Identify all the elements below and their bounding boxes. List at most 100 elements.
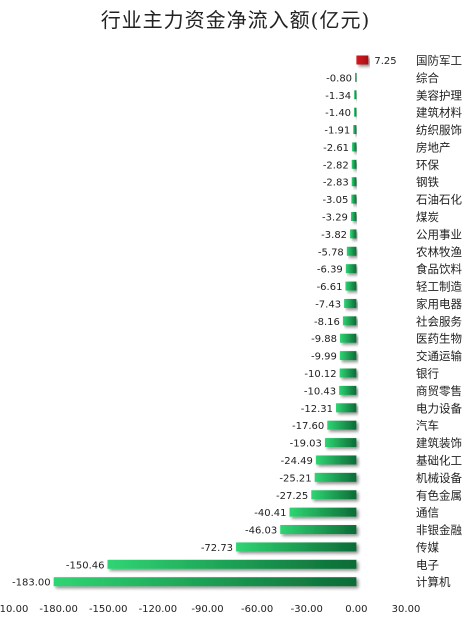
value-label: -24.49 <box>281 456 313 467</box>
value-label: -1.91 <box>324 126 350 137</box>
bar-电子 <box>107 559 357 569</box>
value-label: -2.61 <box>323 143 349 154</box>
bar-综合 <box>355 72 357 82</box>
bar-汽车 <box>327 420 357 430</box>
x-tick-label: -150.00 <box>89 604 128 615</box>
x-tick-label: -30.00 <box>291 604 323 615</box>
bar-房地产 <box>352 142 357 152</box>
value-label: -6.39 <box>317 265 343 276</box>
category-label: 房地产 <box>416 140 451 154</box>
value-label: -9.99 <box>311 352 337 363</box>
category-label: 机械设备 <box>416 471 462 485</box>
bar-机械设备 <box>314 472 357 482</box>
category-label: 建筑装饰 <box>416 436 462 450</box>
bar-社会服务 <box>342 316 357 326</box>
category-label: 医药生物 <box>416 332 462 346</box>
category-label: 建筑材料 <box>416 106 462 120</box>
bar-有色金属 <box>311 490 357 500</box>
value-label: -1.40 <box>325 108 351 119</box>
x-tick-label: -210.00 <box>0 604 28 615</box>
category-label: 汽车 <box>416 419 439 433</box>
value-label: -0.80 <box>326 73 352 84</box>
bar-美容护理 <box>354 90 357 100</box>
bar-轻工制造 <box>345 281 357 291</box>
bar-计算机 <box>53 577 357 587</box>
category-label: 农林牧渔 <box>416 245 462 259</box>
x-tick-label: 0.00 <box>345 604 367 615</box>
category-label: 计算机 <box>416 575 451 589</box>
value-label: -3.05 <box>322 195 348 206</box>
value-label: -25.21 <box>279 473 311 484</box>
category-label: 传媒 <box>416 540 439 554</box>
value-label: -5.78 <box>318 247 344 258</box>
category-label: 社会服务 <box>416 314 462 328</box>
category-label: 美容护理 <box>416 88 462 102</box>
value-label: -3.82 <box>321 230 347 241</box>
bar-传媒 <box>236 542 357 552</box>
x-tick-label: -120.00 <box>139 604 178 615</box>
value-label: -183.00 <box>12 578 51 589</box>
value-label: -6.61 <box>317 282 343 293</box>
category-label: 综合 <box>416 71 439 85</box>
category-label: 家用电器 <box>416 297 462 311</box>
x-tick-label: -90.00 <box>191 604 223 615</box>
bar-商贸零售 <box>339 385 357 395</box>
value-label: -10.43 <box>304 386 336 397</box>
value-label: -2.83 <box>323 178 349 189</box>
value-label: -2.82 <box>323 160 349 171</box>
bar-电力设备 <box>336 403 357 413</box>
value-label: 7.25 <box>374 56 396 67</box>
chart-title: 行业主力资金净流入额(亿元) <box>100 8 371 32</box>
category-label: 国防军工 <box>416 54 462 68</box>
bar-医药生物 <box>340 333 357 343</box>
bar-非银金融 <box>280 525 357 535</box>
value-label: -7.43 <box>315 299 341 310</box>
value-label: -46.03 <box>245 526 277 537</box>
category-label: 交通运输 <box>416 349 462 363</box>
bar-国防军工 <box>356 55 369 65</box>
value-label: -27.25 <box>276 491 308 502</box>
category-label: 环保 <box>416 158 439 172</box>
bar-建筑装饰 <box>324 438 357 448</box>
bar-银行 <box>339 368 357 378</box>
category-label: 煤炭 <box>416 210 439 224</box>
bar-通信 <box>289 507 357 517</box>
category-label: 非银金融 <box>416 523 462 537</box>
category-label: 电力设备 <box>416 401 462 415</box>
category-label: 轻工制造 <box>416 280 462 294</box>
bar-基础化工 <box>315 455 357 465</box>
category-label: 通信 <box>416 506 439 520</box>
value-label: -19.03 <box>290 439 322 450</box>
category-label: 纺织服饰 <box>416 123 462 137</box>
bar-煤炭 <box>350 212 357 222</box>
value-label: -72.73 <box>201 543 233 554</box>
bar-家用电器 <box>344 298 357 308</box>
category-label: 商贸零售 <box>416 384 462 398</box>
value-label: -150.46 <box>66 560 105 571</box>
bar-环保 <box>351 159 357 169</box>
category-label: 公用事业 <box>416 227 462 241</box>
value-label: -8.16 <box>314 317 340 328</box>
value-label: -40.41 <box>254 508 286 519</box>
value-label: -3.29 <box>322 213 348 224</box>
value-label: -12.31 <box>301 404 333 415</box>
bar-钢铁 <box>351 177 357 187</box>
bar-石油石化 <box>351 194 357 204</box>
x-tick-label: -180.00 <box>39 604 78 615</box>
bar-农林牧渔 <box>346 246 357 256</box>
bar-公用事业 <box>350 229 357 239</box>
bar-交通运输 <box>339 351 357 361</box>
category-label: 基础化工 <box>416 453 462 467</box>
value-label: -17.60 <box>292 421 324 432</box>
category-label: 石油石化 <box>416 193 462 207</box>
bar-纺织服饰 <box>353 125 357 135</box>
category-label: 钢铁 <box>416 175 439 189</box>
x-tick-label: 30.00 <box>392 604 421 615</box>
category-label: 有色金属 <box>416 488 462 502</box>
value-label: -10.12 <box>304 369 336 380</box>
bar-建筑材料 <box>354 107 357 117</box>
category-label: 电子 <box>416 558 439 572</box>
x-tick-label: -60.00 <box>241 604 273 615</box>
value-label: -1.34 <box>325 91 351 102</box>
